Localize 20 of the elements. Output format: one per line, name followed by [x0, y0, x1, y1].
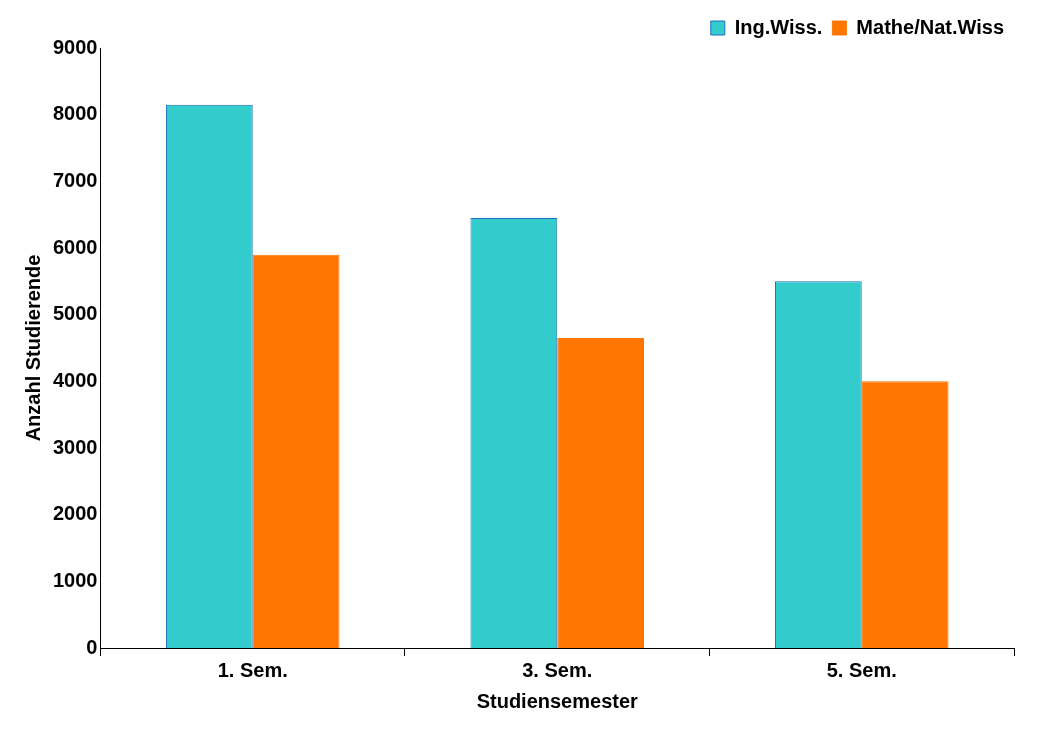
- y-tick-label: 7000: [52, 168, 98, 191]
- y-tick-label: 8000: [52, 102, 98, 125]
- y-tick-label: 6000: [52, 235, 98, 258]
- bar: [861, 381, 949, 648]
- x-tick-label: 5. Sem.: [826, 658, 897, 681]
- legend-label: Mathe/Nat.Wiss: [856, 15, 1005, 38]
- bar: [557, 338, 645, 648]
- y-axis-title: Anzahl Studierende: [21, 254, 44, 442]
- y-tick-label: 2000: [52, 502, 98, 525]
- y-tick-label: 0: [86, 635, 98, 658]
- x-tick-label: 3. Sem.: [522, 658, 593, 681]
- x-tick-label: 1. Sem.: [217, 658, 288, 681]
- y-tick-label: 9000: [52, 35, 98, 58]
- bar: [252, 254, 340, 648]
- x-axis-title: Studiensemester: [476, 689, 639, 712]
- y-tick-label: 1000: [52, 568, 98, 591]
- y-tick-label: 4000: [52, 368, 98, 391]
- y-tick-label: 3000: [52, 435, 98, 458]
- legend-label: Ing.Wiss.: [734, 15, 823, 38]
- y-tick-label: 5000: [52, 302, 98, 325]
